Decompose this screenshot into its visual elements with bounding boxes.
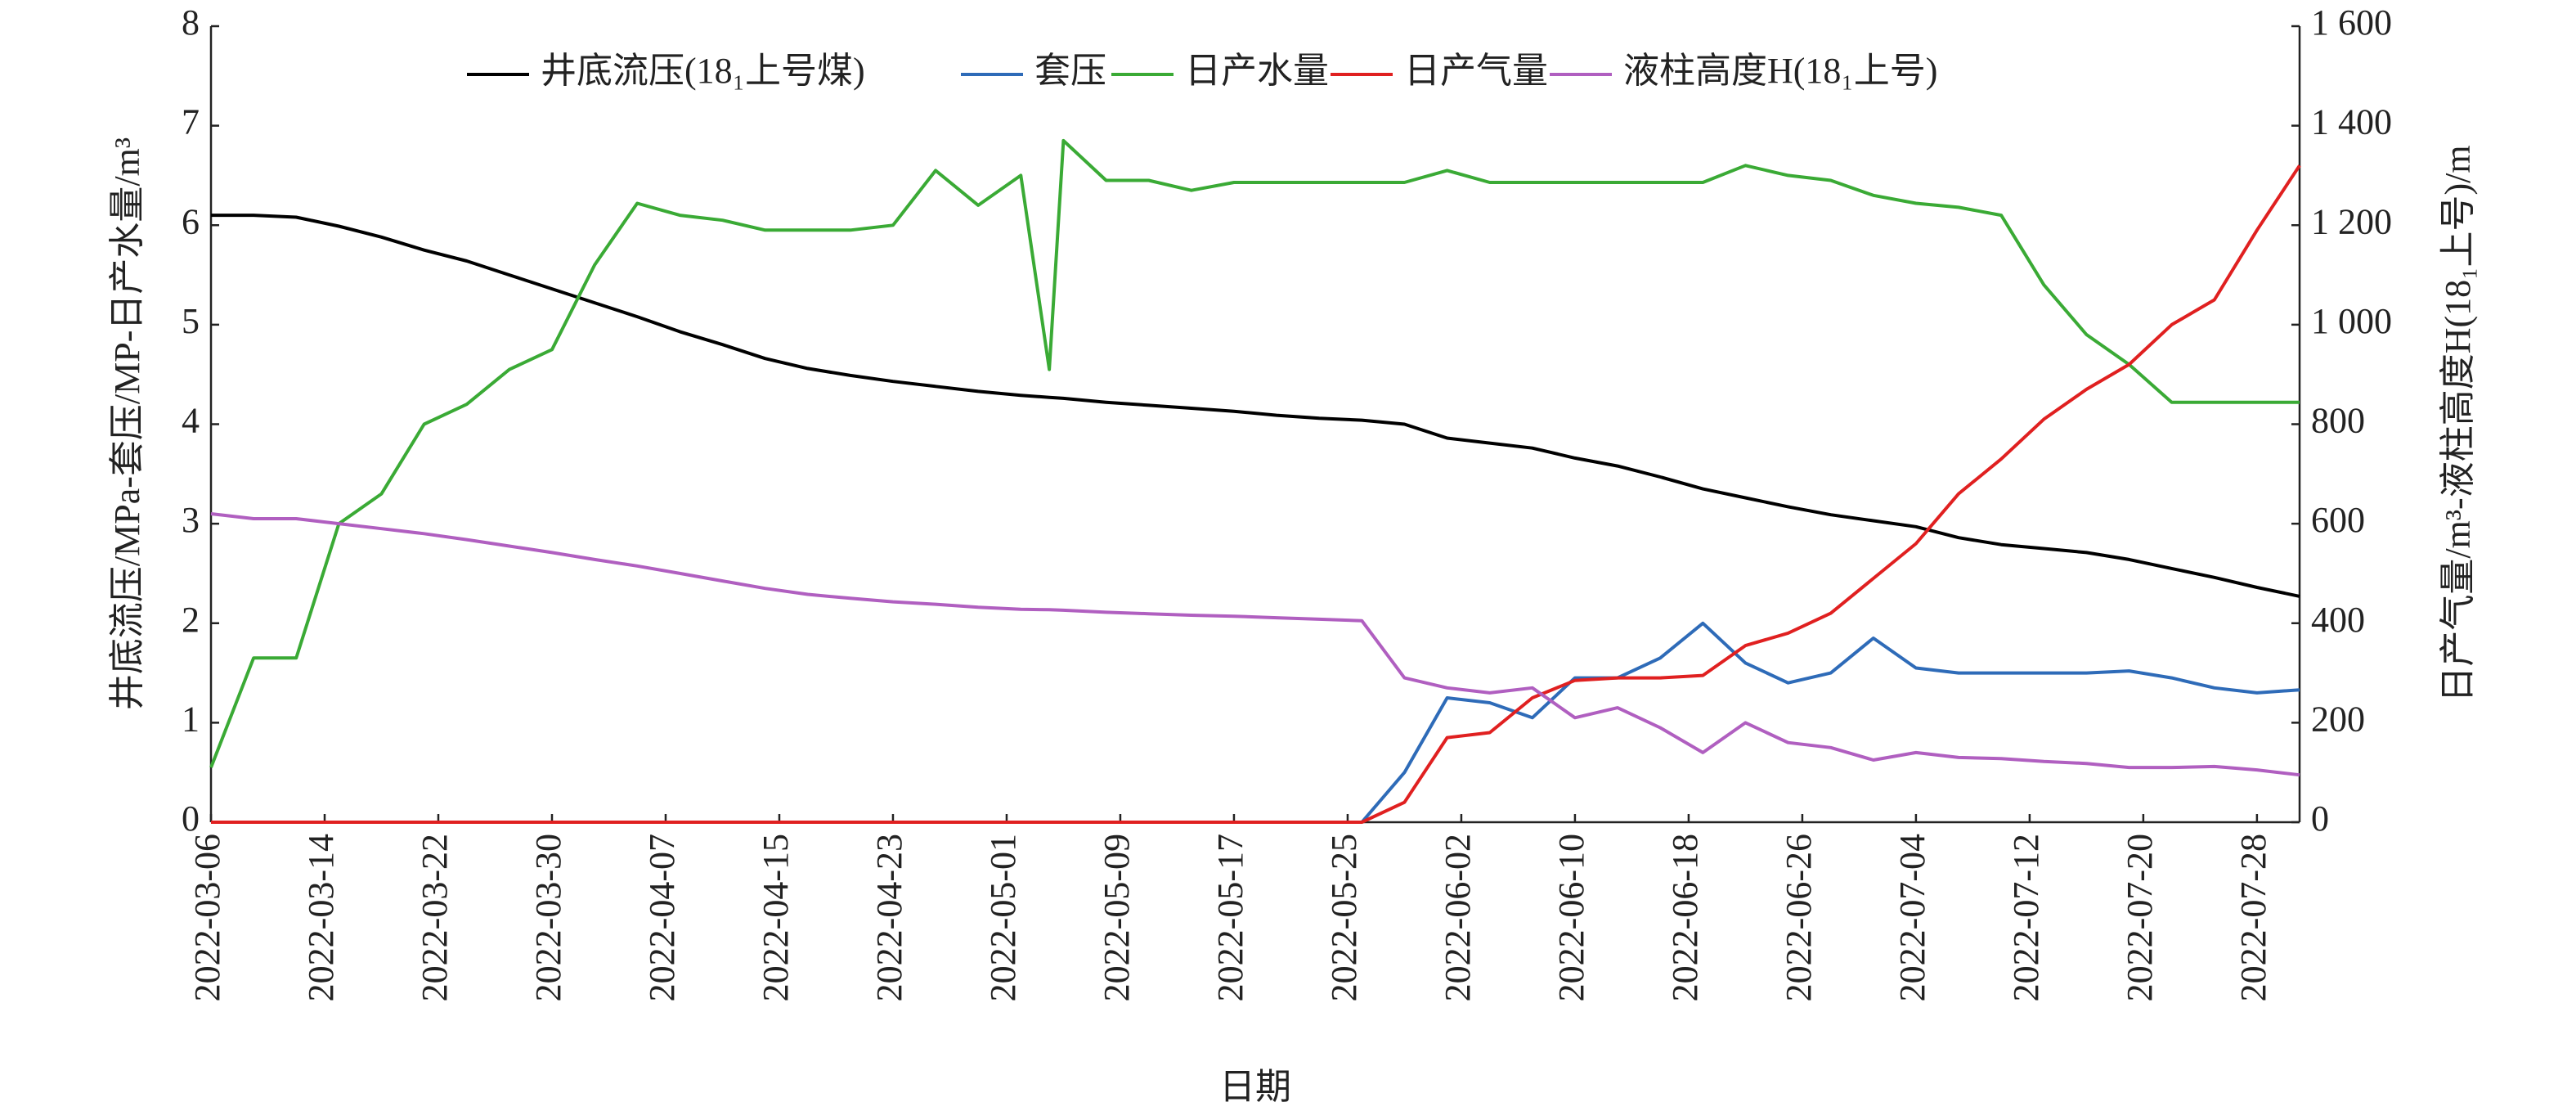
x-tick-label: 2022-06-10: [1551, 834, 1591, 1001]
x-tick-label: 2022-03-22: [415, 834, 455, 1001]
series-line: [210, 512, 2300, 777]
y2-tick-label: 0: [2311, 798, 2329, 839]
series-line: [211, 621, 2300, 824]
y2-tick-label: 1 200: [2311, 201, 2392, 241]
y2-axis-title: 日产气量/m³-液柱高度H(18₁上号)/m: [2438, 145, 2478, 702]
y2-tick-label: 200: [2311, 699, 2365, 739]
y-tick-label: 2: [182, 600, 200, 640]
y2-tick-label: 1 000: [2311, 301, 2392, 341]
y-tick-label: 6: [182, 201, 200, 241]
series-line: [209, 138, 2300, 768]
x-tick-label: 2022-04-23: [869, 834, 909, 1001]
x-tick-label: 2022-03-30: [528, 834, 568, 1001]
y2-tick-label: 400: [2311, 600, 2365, 640]
y-axis-title: 井底流压/MPa-套压/MP-日产水量/m³: [107, 137, 147, 710]
y2-tick-label: 1 400: [2311, 102, 2392, 142]
x-tick-label: 2022-04-15: [756, 834, 796, 1001]
x-tick-label: 2022-07-04: [1892, 834, 1932, 1001]
series-line: [211, 164, 2301, 824]
x-tick-label: 2022-03-14: [301, 834, 341, 1001]
y-tick-label: 3: [182, 500, 200, 540]
x-tick-label: 2022-06-26: [1779, 834, 1819, 1001]
y2-tick-label: 1 600: [2311, 2, 2392, 43]
y-tick-label: 0: [182, 798, 200, 839]
x-tick-label: 2022-05-09: [1097, 834, 1137, 1001]
x-tick-label: 2022-05-25: [1324, 834, 1364, 1001]
y-tick-label: 4: [182, 401, 200, 441]
legend-label: 日产水量: [1185, 51, 1329, 91]
legend-label: 井底流压(18₁上号煤): [541, 51, 865, 91]
x-tick-label: 2022-07-12: [2006, 834, 2046, 1001]
x-tick-label: 2022-06-18: [1665, 834, 1705, 1001]
y2-tick-label: 800: [2311, 401, 2365, 441]
x-tick-label: 2022-05-17: [1210, 834, 1250, 1001]
legend-label: 套压: [1034, 51, 1106, 91]
y-tick-label: 5: [182, 301, 200, 341]
series-line: [211, 214, 2300, 598]
legend-label: 液柱高度H(18₁上号): [1623, 51, 1937, 91]
x-tick-label: 2022-04-07: [642, 834, 682, 1001]
y-tick-label: 8: [182, 2, 200, 43]
y-tick-label: 7: [182, 102, 200, 142]
y2-tick-label: 600: [2311, 500, 2365, 540]
legend-label: 日产气量: [1404, 51, 1548, 91]
x-tick-label: 2022-07-28: [2233, 834, 2273, 1001]
x-tick-label: 2022-06-02: [1438, 834, 1478, 1001]
x-axis-title: 日期: [1219, 1067, 1291, 1107]
y-tick-label: 1: [182, 699, 200, 739]
x-tick-label: 2022-07-20: [2120, 834, 2160, 1001]
x-tick-label: 2022-03-06: [187, 834, 227, 1001]
x-tick-label: 2022-05-01: [983, 834, 1023, 1001]
